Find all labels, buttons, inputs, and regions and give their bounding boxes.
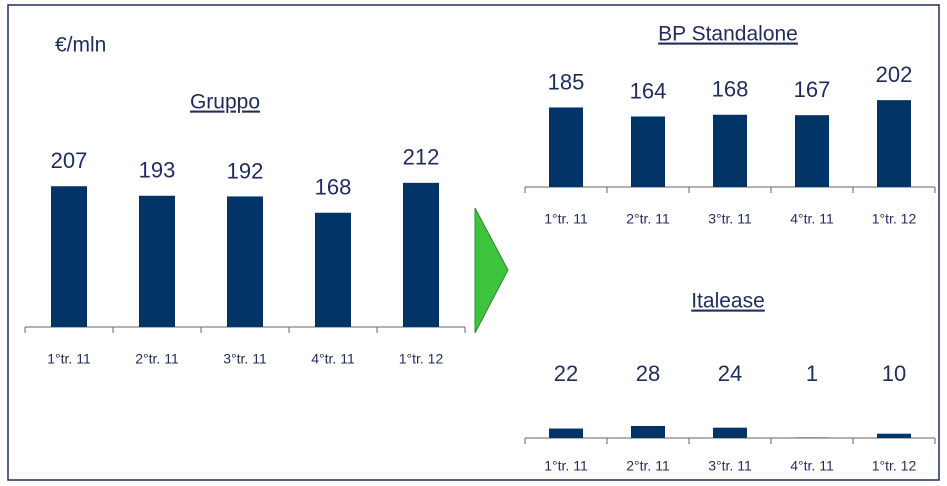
- x-tick-label: 1°tr. 11: [544, 458, 588, 474]
- data-label: 1: [806, 361, 818, 386]
- data-label: 167: [794, 77, 831, 102]
- bar: [631, 116, 665, 187]
- data-label: 24: [718, 361, 742, 386]
- data-label: 168: [315, 175, 352, 200]
- data-label: 207: [51, 148, 88, 173]
- bar: [315, 212, 351, 327]
- data-label: 202: [876, 62, 913, 87]
- chart-title: BP Standalone: [658, 23, 798, 46]
- x-tick-label: 3°tr. 11: [223, 351, 267, 367]
- bar: [549, 428, 583, 438]
- x-tick-label: 2°tr. 11: [135, 351, 179, 367]
- bar: [51, 186, 87, 327]
- bar: [877, 100, 911, 187]
- data-label: 28: [636, 361, 660, 386]
- x-tick-label: 4°tr. 11: [311, 351, 355, 367]
- data-label: 192: [227, 158, 264, 183]
- chart-title: Gruppo: [190, 91, 260, 114]
- bar: [227, 196, 263, 327]
- data-label: 10: [882, 361, 906, 386]
- bar: [713, 427, 747, 438]
- x-tick-label: 2°tr. 11: [626, 458, 670, 474]
- x-tick-label: 4°tr. 11: [790, 458, 834, 474]
- data-label: 164: [630, 78, 667, 103]
- x-tick-label: 1°tr. 12: [872, 211, 917, 227]
- chart-title: Italease: [691, 290, 765, 313]
- bar: [549, 107, 583, 187]
- bar: [139, 195, 175, 327]
- x-tick-label: 1°tr. 11: [544, 211, 588, 227]
- x-tick-label: 1°tr. 12: [872, 458, 917, 474]
- bar: [795, 115, 829, 187]
- data-label: 22: [554, 361, 578, 386]
- data-label: 185: [548, 69, 585, 94]
- unit-label: €/mln: [55, 34, 106, 57]
- data-label: 212: [403, 145, 440, 170]
- arrow: [474, 207, 509, 334]
- x-tick-label: 4°tr. 11: [790, 211, 834, 227]
- x-tick-label: 3°tr. 11: [708, 211, 752, 227]
- bar: [403, 182, 439, 327]
- x-tick-label: 1°tr. 12: [399, 351, 444, 367]
- x-tick-label: 2°tr. 11: [626, 211, 670, 227]
- x-tick-label: 1°tr. 11: [47, 351, 91, 367]
- bar: [877, 433, 911, 438]
- bar: [713, 114, 747, 187]
- data-label: 168: [712, 77, 749, 102]
- data-label: 193: [139, 158, 176, 183]
- x-tick-label: 3°tr. 11: [708, 458, 752, 474]
- bar: [631, 425, 665, 438]
